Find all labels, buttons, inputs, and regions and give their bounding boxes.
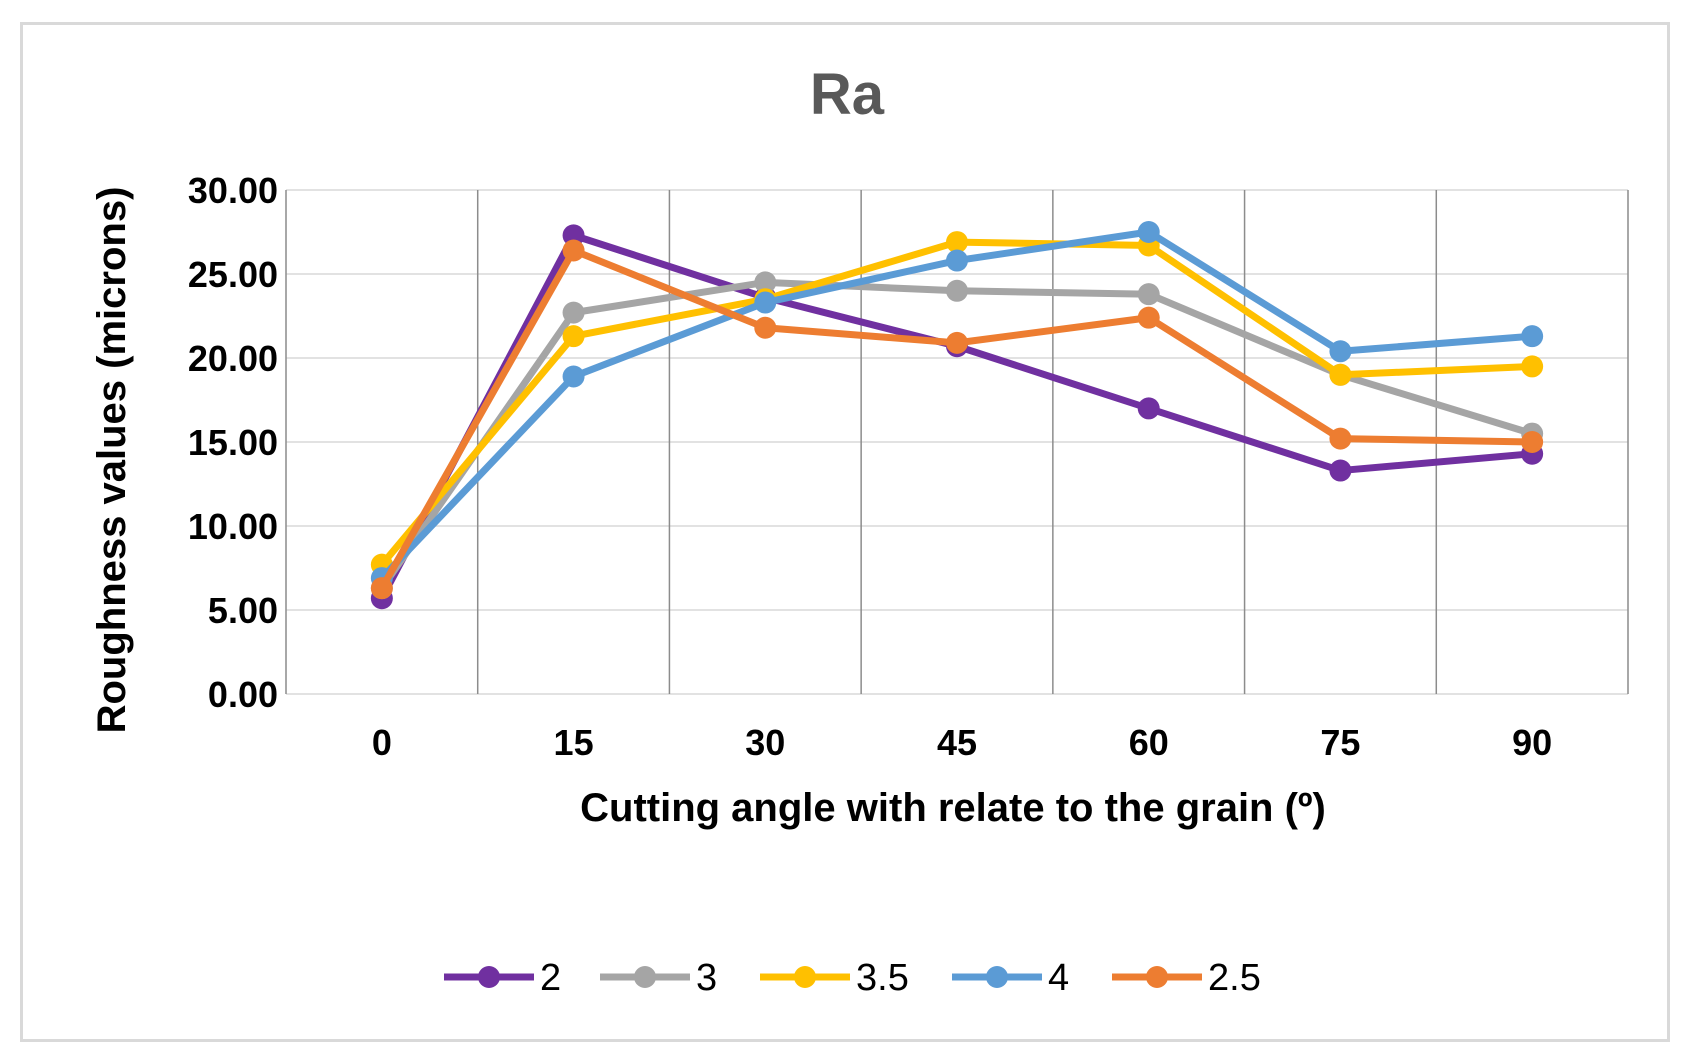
x-tick-label: 15 bbox=[554, 722, 594, 763]
legend-item: 2.5 bbox=[1112, 957, 1261, 999]
legend-label: 3.5 bbox=[856, 957, 909, 999]
data-point bbox=[946, 249, 968, 272]
data-point bbox=[370, 577, 393, 600]
data-point bbox=[946, 231, 968, 254]
data-point bbox=[1137, 283, 1160, 306]
data-point bbox=[562, 325, 585, 348]
legend-marker bbox=[794, 966, 816, 988]
x-tick-label: 75 bbox=[1320, 722, 1360, 763]
legend-label: 2.5 bbox=[1208, 957, 1261, 999]
data-point bbox=[946, 331, 968, 354]
data-point bbox=[1329, 459, 1352, 482]
legend: 2 3 3.5 4 2.5 bbox=[444, 957, 1261, 999]
legend-item: 4 bbox=[952, 957, 1069, 999]
legend-marker bbox=[634, 966, 656, 988]
data-point bbox=[562, 365, 585, 388]
x-axis-ticks: 0 15 30 45 60 75 90 bbox=[372, 722, 1552, 763]
series-line bbox=[378, 278, 1536, 592]
data-point bbox=[1137, 306, 1160, 329]
x-tick-label: 45 bbox=[937, 722, 977, 763]
chart-frame bbox=[20, 22, 1670, 1042]
x-tick-label: 90 bbox=[1512, 722, 1552, 763]
legend-item: 2 bbox=[444, 957, 561, 999]
x-tick-label: 30 bbox=[745, 722, 785, 763]
data-point bbox=[1329, 427, 1352, 450]
data-point bbox=[1521, 325, 1544, 348]
legend-marker bbox=[478, 966, 500, 988]
x-axis-label: Cutting angle with relate to the grain (… bbox=[580, 786, 1326, 830]
y-tick-label: 5.00 bbox=[208, 590, 278, 631]
series-3 bbox=[370, 271, 1544, 600]
data-point bbox=[1521, 431, 1544, 453]
data-point bbox=[754, 271, 777, 294]
legend-marker bbox=[1146, 966, 1168, 988]
legend-marker bbox=[986, 966, 1008, 988]
data-point bbox=[1329, 340, 1352, 363]
data-point bbox=[754, 291, 777, 314]
series-layer bbox=[370, 221, 1544, 610]
data-point bbox=[1137, 221, 1160, 243]
y-tick-label: 30.00 bbox=[188, 170, 278, 211]
series-4 bbox=[370, 221, 1544, 590]
x-tick-label: 0 bbox=[372, 722, 392, 763]
chart-title: Ra bbox=[810, 62, 885, 127]
legend-item: 3.5 bbox=[760, 957, 909, 999]
y-tick-label: 15.00 bbox=[188, 422, 278, 463]
data-point bbox=[1137, 397, 1160, 420]
data-point bbox=[754, 316, 777, 339]
y-axis-ticks: 0.00 5.00 10.00 15.00 20.00 25.00 30.00 bbox=[188, 170, 278, 715]
y-tick-label: 10.00 bbox=[188, 506, 278, 547]
data-point bbox=[946, 279, 968, 302]
y-axis-label: Roughness values (microns) bbox=[90, 187, 134, 734]
legend-label: 3 bbox=[696, 957, 717, 999]
y-tick-label: 25.00 bbox=[188, 254, 278, 295]
data-point bbox=[1521, 355, 1544, 378]
data-point bbox=[562, 224, 585, 247]
data-point bbox=[562, 239, 585, 262]
y-tick-label: 0.00 bbox=[208, 674, 278, 715]
series-2.5 bbox=[370, 239, 1544, 600]
y-tick-label: 20.00 bbox=[188, 338, 278, 379]
data-point bbox=[562, 301, 585, 324]
legend-label: 4 bbox=[1048, 957, 1069, 999]
legend-item: 3 bbox=[600, 957, 717, 999]
legend-label: 2 bbox=[540, 957, 561, 999]
grid-layer bbox=[285, 189, 1629, 695]
x-tick-label: 60 bbox=[1129, 722, 1169, 763]
data-point bbox=[1329, 363, 1352, 386]
